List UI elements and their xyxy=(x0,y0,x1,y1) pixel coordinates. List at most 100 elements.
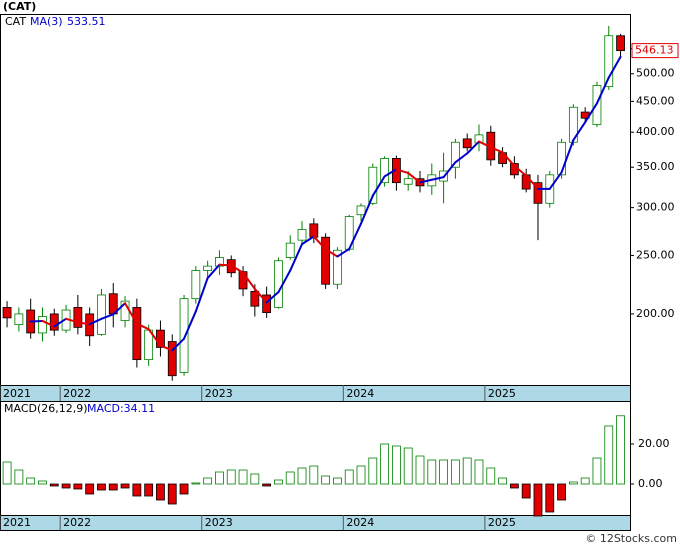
ma-segment xyxy=(88,317,103,326)
x-tick-label: 2022 xyxy=(63,516,91,529)
macd-bar xyxy=(439,459,448,485)
ma-segment xyxy=(312,235,327,251)
candle-body xyxy=(167,341,177,377)
macd-bar xyxy=(285,471,295,485)
ma-segment xyxy=(572,121,587,142)
x-tick-label: 2023 xyxy=(205,387,233,400)
ma-segment xyxy=(466,140,480,155)
macd-bar xyxy=(557,483,566,501)
ma-segment xyxy=(324,248,339,258)
macd-bar xyxy=(108,483,118,491)
macd-bar xyxy=(262,483,272,487)
macd-bar xyxy=(580,477,590,485)
ma-segment xyxy=(501,151,516,167)
macd-bar xyxy=(486,467,496,485)
macd-bar xyxy=(509,483,519,489)
ma-segment xyxy=(194,277,209,313)
candle-body xyxy=(450,141,460,168)
ma-segment xyxy=(607,55,622,79)
macd-bar xyxy=(26,477,36,485)
macd-bar xyxy=(392,445,401,485)
ma-segment xyxy=(112,302,127,316)
last-price-box xyxy=(631,43,679,59)
ma-segment xyxy=(159,344,174,352)
macd-bar xyxy=(321,475,331,485)
candle-body xyxy=(356,205,366,216)
candle-body xyxy=(274,260,283,308)
ma-segment xyxy=(147,328,162,347)
ma-segment xyxy=(595,76,610,105)
ma-segment xyxy=(395,168,410,175)
ma-segment xyxy=(100,313,115,320)
date-band xyxy=(0,385,631,402)
legend-ma-value: 533.51 xyxy=(67,15,106,28)
ma-segment xyxy=(301,235,315,246)
macd-bar xyxy=(179,483,189,495)
ma-segment xyxy=(525,174,539,190)
ma-segment xyxy=(407,172,421,184)
candle-body xyxy=(203,265,213,271)
y-tick-label: 0.00 xyxy=(638,477,663,490)
last-price-label: 546.13 xyxy=(635,44,674,57)
ma-segment xyxy=(548,171,563,190)
x-tick-label: 2025 xyxy=(488,387,516,400)
macd-bar xyxy=(73,483,83,490)
macd-bar xyxy=(462,457,472,485)
ma-segment xyxy=(124,302,138,325)
candle-body xyxy=(604,35,614,88)
macd-bar xyxy=(274,479,283,485)
candle-body xyxy=(132,307,142,361)
candle-body xyxy=(14,313,24,326)
copyright: © 12Stocks.com xyxy=(585,532,677,545)
y-tick-label: 350.00 xyxy=(636,160,675,173)
macd-bar xyxy=(14,469,24,485)
ma-segment xyxy=(135,322,150,331)
macd-bar xyxy=(61,483,71,489)
ma-segment xyxy=(289,243,304,272)
macd-bar xyxy=(38,480,47,485)
date-band xyxy=(0,515,631,531)
ma-segment xyxy=(65,317,79,324)
candle-body xyxy=(321,236,331,285)
macd-bar xyxy=(238,469,248,485)
ma-segment xyxy=(419,178,433,184)
candle-body xyxy=(73,307,83,328)
x-tick-label: 2023 xyxy=(205,516,233,529)
macd-bar xyxy=(203,477,213,485)
macd-bar xyxy=(533,483,543,517)
ma-segment xyxy=(76,321,91,326)
candle-body xyxy=(616,35,625,52)
candle-body xyxy=(250,290,260,307)
candle-body xyxy=(309,223,319,238)
macd-bar xyxy=(427,459,437,485)
y-tick-label: 500.00 xyxy=(636,67,675,80)
macd-bar xyxy=(144,483,154,497)
macd-title: MACD(26,12,9) xyxy=(4,402,88,415)
macd-bar xyxy=(592,457,602,485)
macd-bar xyxy=(85,483,95,495)
macd-bar xyxy=(403,447,413,485)
ma-segment xyxy=(513,164,528,177)
ma-segment xyxy=(454,152,469,164)
macd-bar xyxy=(521,483,531,499)
ma-segment xyxy=(242,271,256,290)
macd-bar xyxy=(368,457,378,485)
candle-body xyxy=(262,294,272,314)
ma-segment xyxy=(29,319,44,323)
ma-segment xyxy=(41,319,56,328)
macd-bar xyxy=(380,443,390,485)
candle-body xyxy=(333,249,342,285)
y-tick-label: 450.00 xyxy=(636,94,675,107)
ma-segment xyxy=(53,317,68,328)
legend-ticker: CAT xyxy=(5,15,26,28)
y-tick-label: 20.00 xyxy=(638,437,670,450)
ma-segment xyxy=(218,263,233,267)
ma-segment xyxy=(171,337,186,352)
macd-bar xyxy=(120,483,130,489)
ma-segment xyxy=(584,102,598,124)
candle-body xyxy=(2,307,12,319)
macd-bar xyxy=(167,483,177,505)
candle-body xyxy=(285,242,295,258)
macd-bar xyxy=(545,483,555,513)
